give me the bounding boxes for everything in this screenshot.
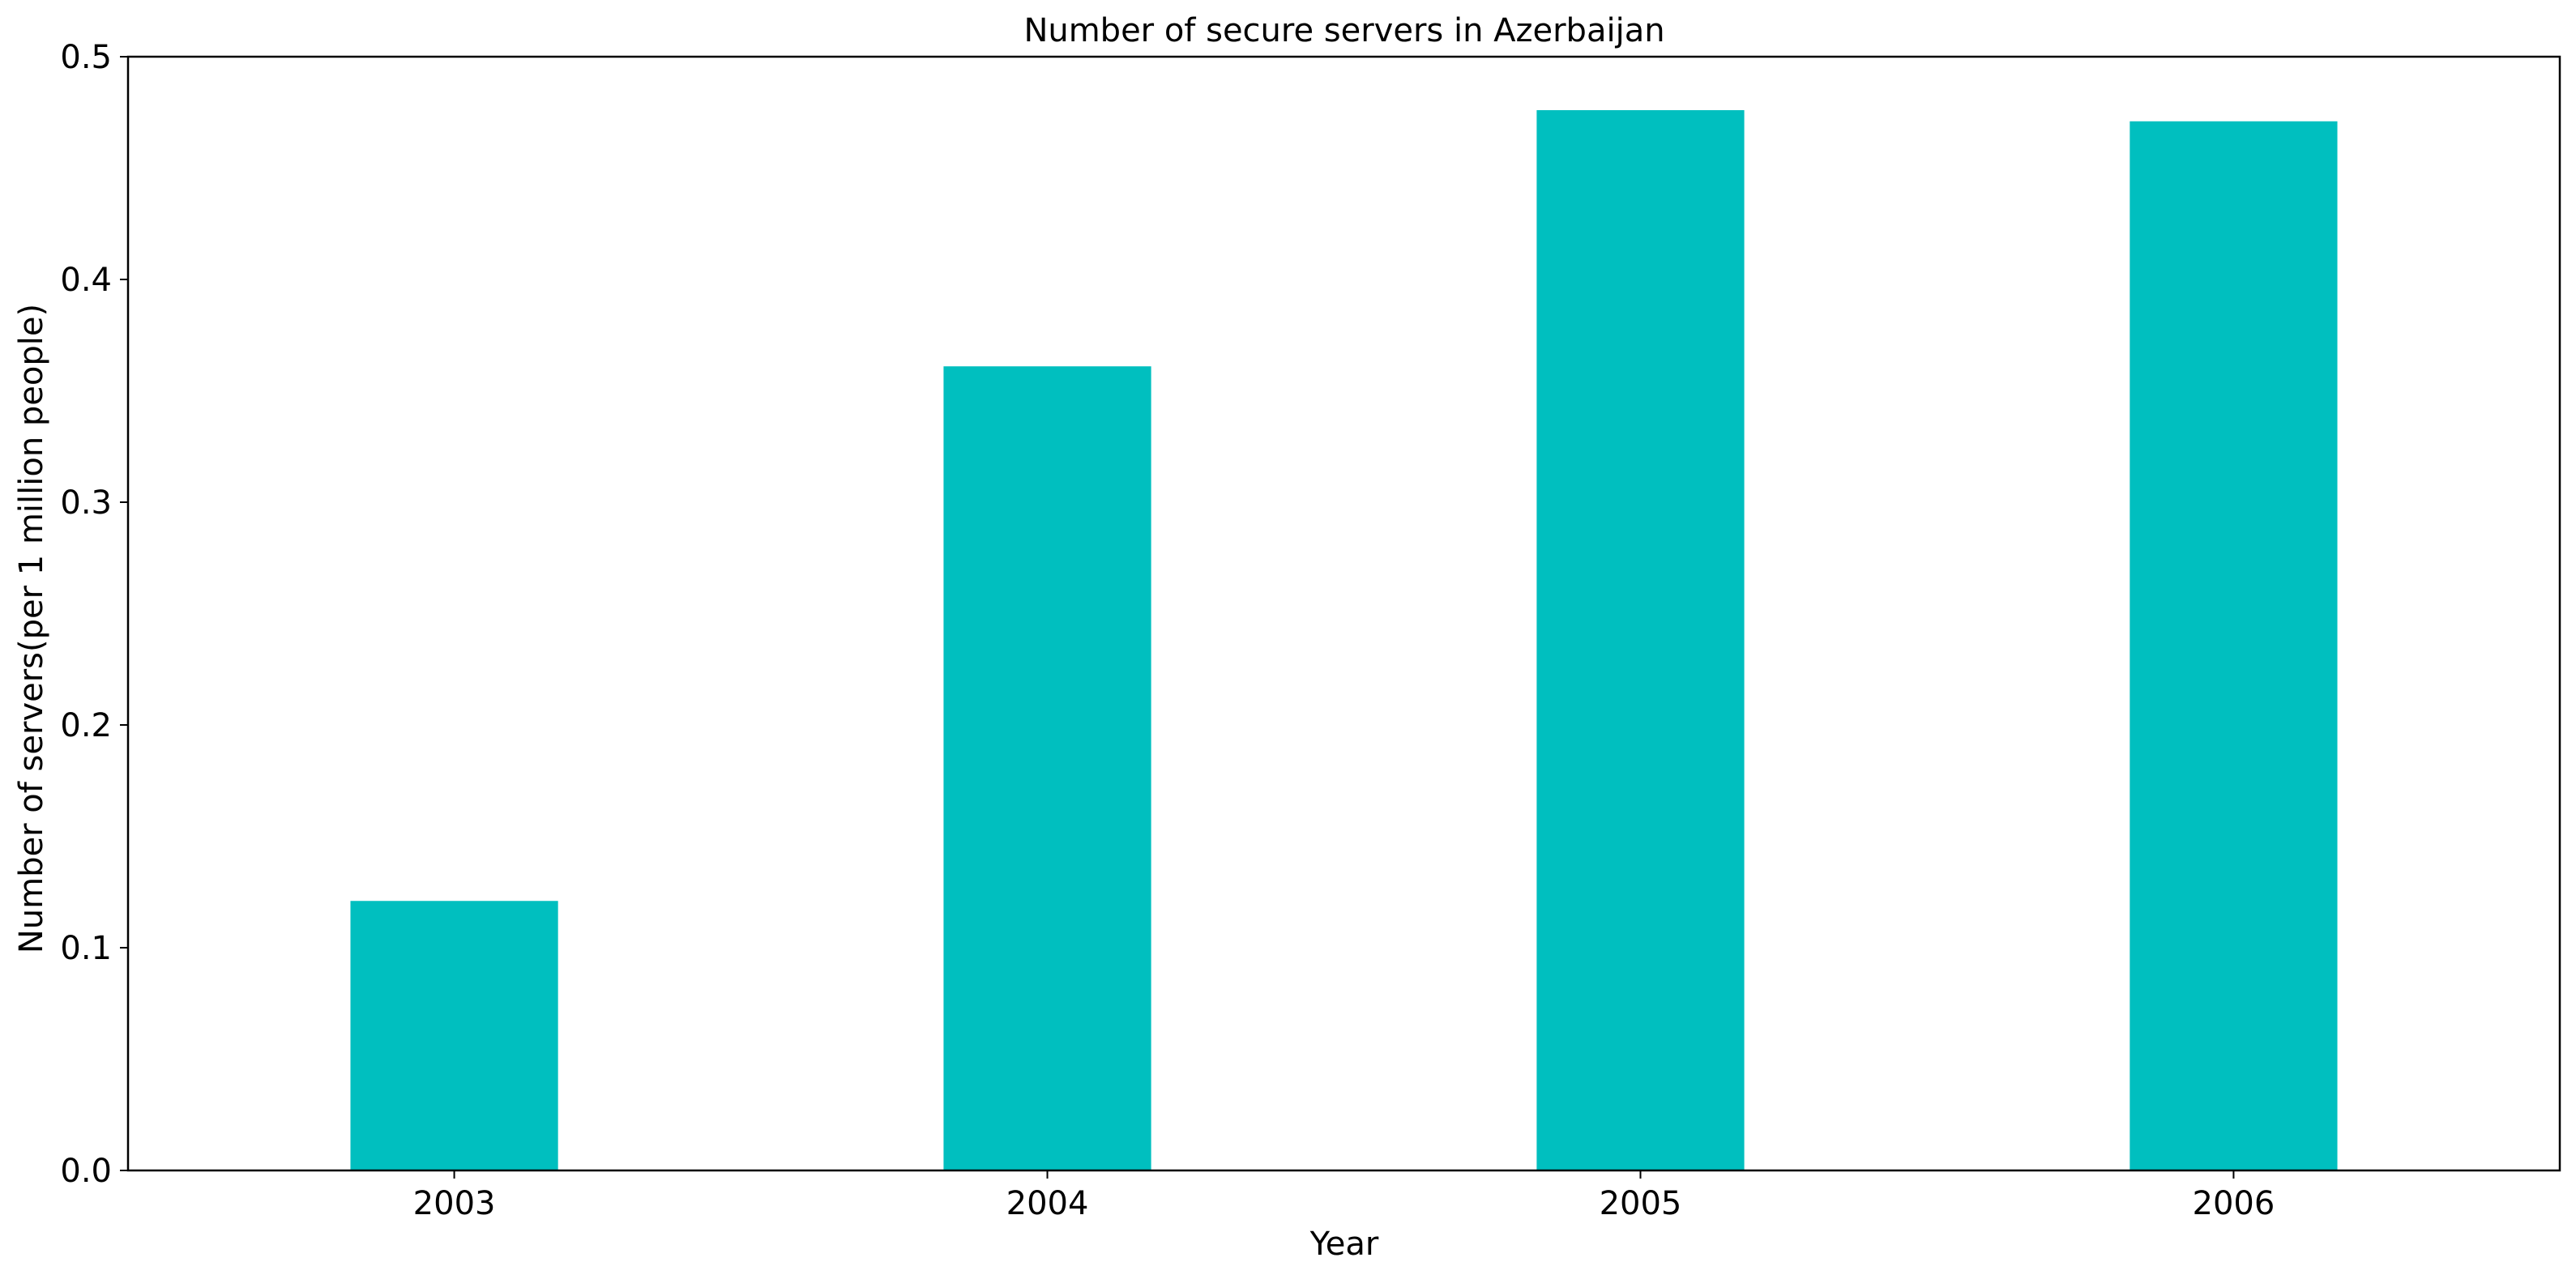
y-tick-label: 0.5 [60, 39, 112, 76]
x-tick-label: 2006 [2193, 1185, 2275, 1222]
x-tick-label: 2003 [413, 1185, 496, 1222]
y-tick-label: 0.0 [60, 1153, 112, 1190]
bar-2003 [350, 901, 558, 1170]
y-tick-label: 0.3 [60, 484, 112, 522]
bar-2006 [2130, 121, 2338, 1170]
x-axis-ticks: 2003 2004 2005 2006 [413, 1170, 2275, 1222]
x-axis-title: Year [1309, 1226, 1379, 1263]
bars-group [350, 110, 2338, 1170]
y-tick-label: 0.4 [60, 262, 112, 299]
y-axis-ticks: 0.0 0.1 0.2 0.3 0.4 0.5 [60, 39, 128, 1190]
y-tick-label: 0.1 [60, 930, 112, 967]
bar-2004 [943, 366, 1151, 1170]
y-tick-label: 0.2 [60, 707, 112, 744]
bar-2005 [1536, 110, 1745, 1170]
y-axis-title: Number of servers(per 1 million people) [13, 304, 50, 953]
plot-frame [126, 55, 2561, 1172]
chart-title: Number of secure servers in Azerbaijan [1023, 12, 1664, 49]
x-tick-label: 2004 [1006, 1185, 1089, 1222]
x-tick-label: 2005 [1600, 1185, 1682, 1222]
